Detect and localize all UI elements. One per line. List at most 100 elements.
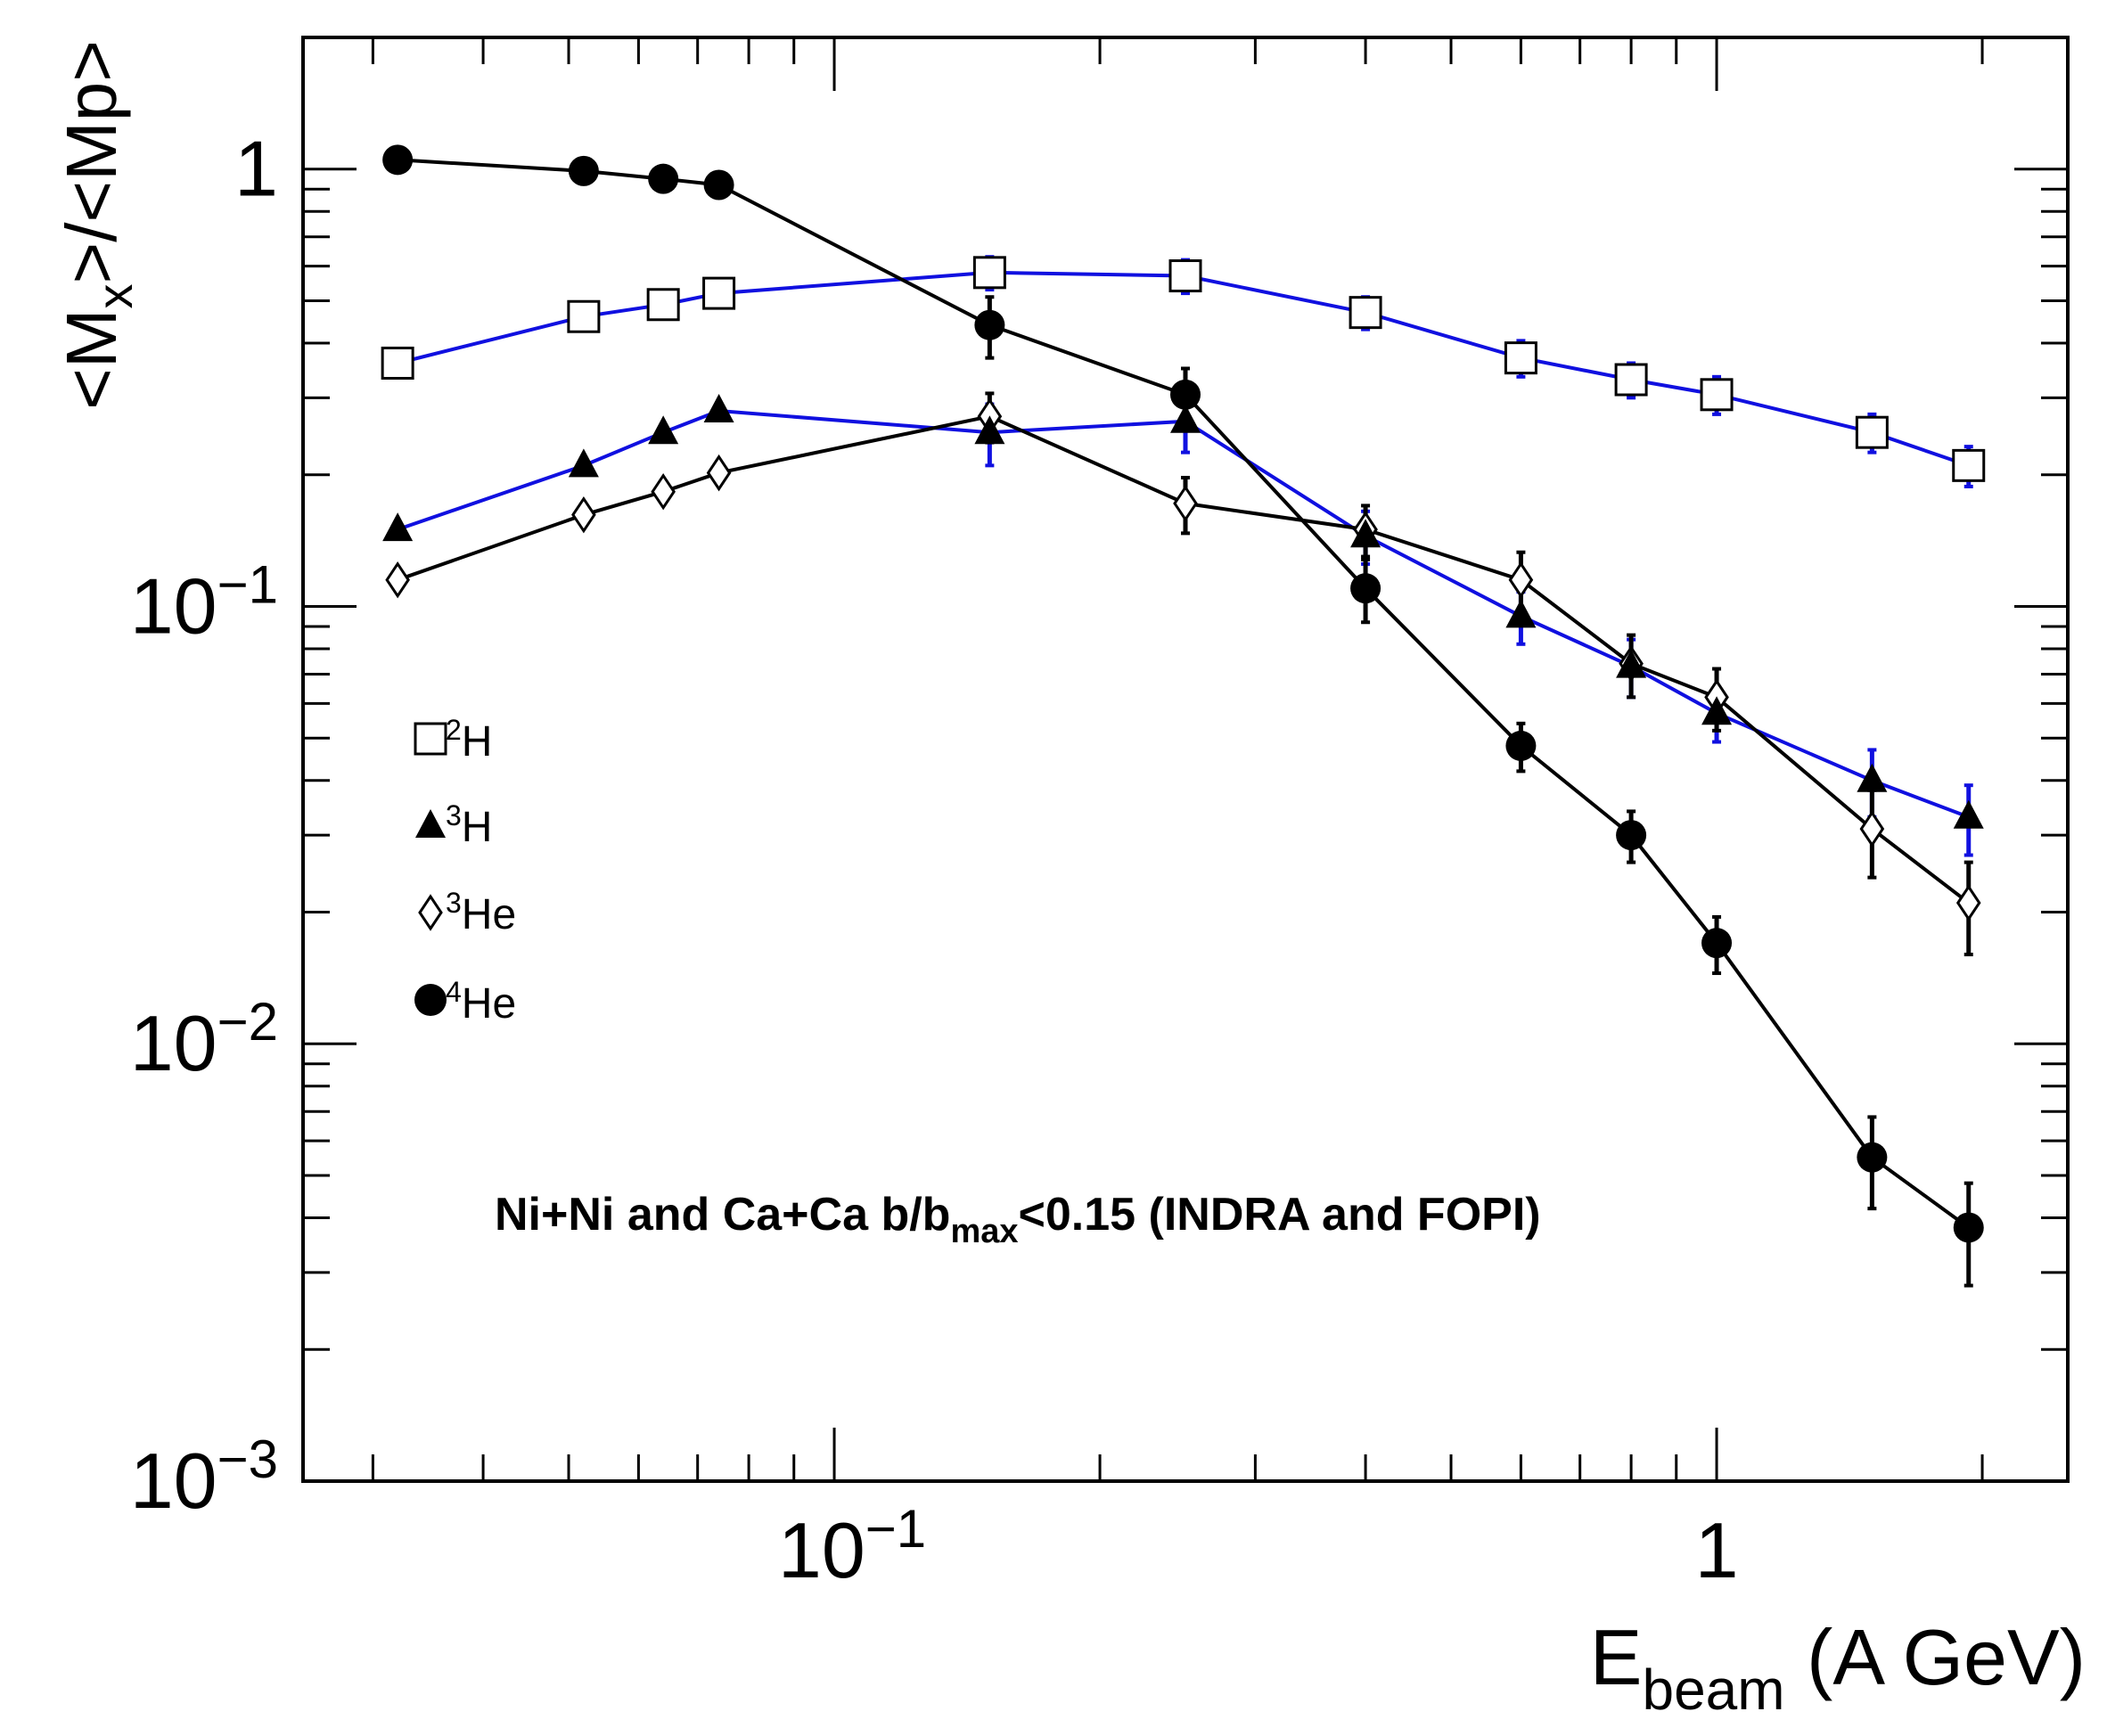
x-axis-title-main: E: [1590, 1613, 1643, 1701]
data-point-4He: [1350, 573, 1381, 604]
data-point-2H: [1349, 296, 1382, 330]
y-tick-label-exponent: −3: [217, 1429, 278, 1489]
legend-label-2H: 2H: [446, 714, 492, 766]
data-point-3H: [1857, 763, 1888, 792]
data-point-3He: [1859, 810, 1885, 848]
legend-sup-3He: 3: [446, 887, 462, 919]
legend-text-3H: H: [462, 804, 493, 851]
data-point-4He: [703, 169, 734, 201]
series-line-3He: [397, 414, 1970, 905]
series-line-4He: [397, 158, 1970, 1230]
data-point-2H: [381, 346, 414, 380]
legend-sup-2H: 2: [446, 714, 462, 746]
data-point-2H: [1504, 341, 1537, 375]
chart-annotation: Ni+Ni and Ca+Ca b/bmax<0.15 (INDRA and F…: [495, 1189, 1541, 1250]
legend-marker-filled-circle: [414, 984, 447, 1016]
data-point-3H: [568, 448, 599, 478]
data-series: [381, 144, 1986, 1288]
data-point-3He: [1955, 884, 1981, 921]
y-tick-label: 1: [234, 125, 278, 213]
legend-label-3H: 3H: [446, 799, 492, 851]
data-point-2H: [1952, 448, 1986, 482]
legend-label-4He: 4He: [446, 976, 516, 1028]
x-axis-title-rest: (A GeV): [1785, 1613, 2086, 1701]
data-point-4He: [974, 309, 1005, 340]
data-point-2H: [1614, 363, 1648, 397]
legend-text-4He: He: [462, 980, 516, 1028]
x-tick-label: 1: [1695, 1506, 1739, 1594]
data-point-4He: [1616, 820, 1647, 851]
y-axis-title-part2: >/<Mp>: [52, 40, 131, 284]
data-point-4He: [382, 144, 414, 176]
data-point-4He: [1857, 1142, 1888, 1173]
data-point-3H: [1701, 696, 1733, 725]
data-point-2H: [702, 276, 736, 310]
legend-text-3He: He: [462, 891, 516, 938]
x-tick-label-base: 10: [778, 1506, 865, 1594]
data-point-3H: [1170, 404, 1201, 433]
legend: 2H 3H 3He 4He: [414, 714, 516, 1028]
y-axis-title-part1: <M: [52, 309, 131, 410]
data-point-3He: [1173, 485, 1198, 522]
y-tick-label-base: 10: [130, 999, 217, 1087]
legend-marker-filled-triangle: [415, 809, 446, 838]
data-point-4He: [568, 155, 599, 186]
legend-entry-2H: 2H: [414, 714, 492, 766]
data-point-3He: [1508, 561, 1534, 599]
y-tick-label-base: 10: [130, 1437, 217, 1525]
data-point-3H: [1616, 649, 1647, 678]
y-tick-label-exponent: −1: [217, 554, 278, 614]
y-tick-label-base: 1: [234, 125, 278, 213]
legend-entry-4He: 4He: [414, 976, 516, 1028]
data-point-2H: [646, 288, 680, 322]
y-tick-label-base: 10: [130, 561, 217, 650]
annotation-subscript: max: [950, 1213, 1018, 1250]
data-point-4He: [1701, 928, 1733, 959]
data-point-3H: [1350, 519, 1381, 548]
data-point-3H: [382, 512, 414, 542]
data-point-2H: [1168, 259, 1202, 293]
x-axis-title-subscript: beam: [1642, 1658, 1784, 1722]
data-point-3H: [703, 394, 734, 423]
x-tick-label-exponent: −1: [865, 1499, 926, 1559]
data-point-3He: [651, 472, 676, 511]
x-tick-label-base: 1: [1695, 1506, 1739, 1594]
x-tick-label: 10−1: [778, 1499, 926, 1594]
legend-marker-open-square: [414, 722, 447, 756]
series-line-3H: [397, 408, 1970, 819]
plot-frame: [301, 36, 2070, 1483]
axis-ticks: [303, 36, 2068, 1483]
legend-entry-3H: 3H: [415, 799, 492, 851]
y-tick-label: 10−1: [130, 554, 278, 650]
y-tick-label-exponent: −2: [217, 992, 278, 1052]
x-tick-labels: 10−1 1: [778, 1499, 1739, 1594]
data-point-3H: [974, 415, 1005, 445]
y-tick-label: 10−3: [130, 1429, 278, 1525]
data-point-3H: [648, 415, 679, 445]
data-point-3H: [1505, 599, 1537, 628]
data-point-2H: [1700, 378, 1734, 412]
y-tick-labels: 110−110−210−3: [130, 125, 278, 1525]
y-axis-title: <Mx>/<Mp>: [52, 40, 143, 410]
legend-sup-4He: 4: [446, 976, 462, 1008]
data-point-2H: [1855, 415, 1889, 449]
legend-entry-3He: 3He: [418, 887, 516, 938]
legend-label-3He: 3He: [446, 887, 516, 938]
data-point-3He: [385, 561, 410, 599]
annotation-part2: <0.15 (INDRA and FOPI): [1019, 1189, 1541, 1241]
data-point-4He: [1505, 730, 1537, 761]
annotation-part1: Ni+Ni and Ca+Ca b/b: [495, 1189, 950, 1241]
data-point-4He: [648, 163, 679, 194]
y-axis-title-subscript: x: [86, 284, 143, 309]
x-axis-title: Ebeam (A GeV): [1590, 1613, 2086, 1722]
y-tick-label: 10−2: [130, 992, 278, 1087]
data-point-3H: [1953, 799, 1984, 829]
data-point-2H: [567, 299, 601, 333]
data-point-3He: [571, 495, 596, 534]
data-point-2H: [972, 256, 1006, 290]
legend-marker-open-diamond: [418, 894, 443, 931]
data-point-4He: [1953, 1212, 1984, 1243]
legend-text-2H: H: [462, 718, 493, 766]
data-point-3He: [706, 454, 732, 492]
